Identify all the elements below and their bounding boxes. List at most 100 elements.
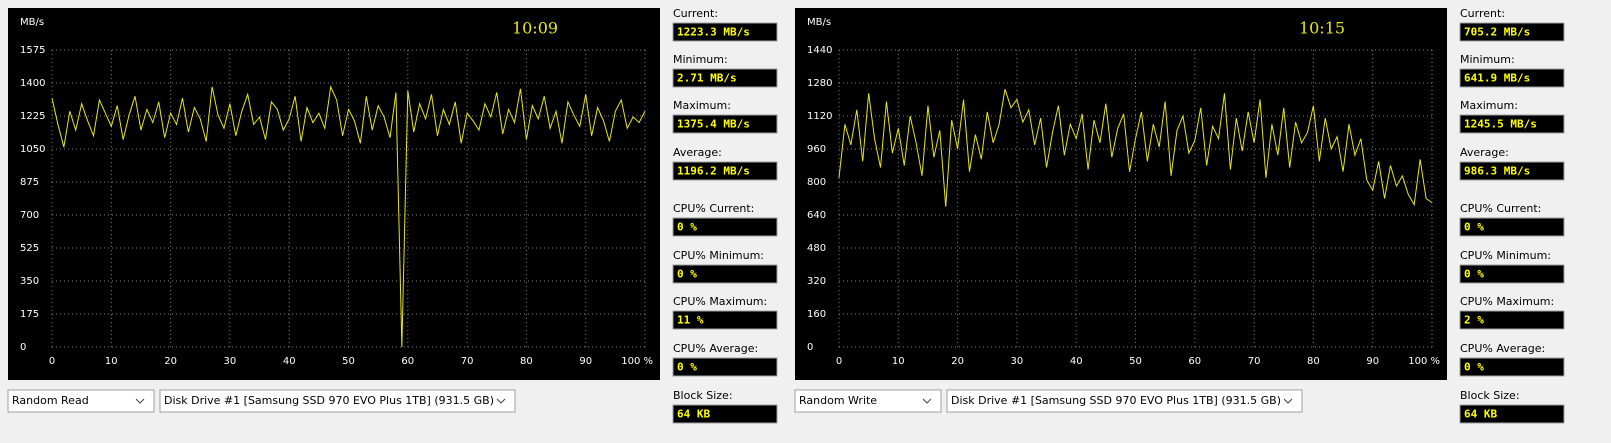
stat-box	[672, 22, 778, 42]
y-tick-label: 0	[807, 342, 813, 353]
drive-dropdown[interactable]	[946, 389, 1303, 413]
drive-dropdown-text: Disk Drive #1 [Samsung SSD 970 EVO Plus …	[164, 394, 494, 407]
x-tick-label: 40	[283, 356, 296, 367]
x-tick-label: 30	[224, 356, 237, 367]
y-axis-unit: MB/s	[807, 17, 831, 28]
stat-label: CPU% Minimum:	[673, 249, 764, 262]
time-annotation: 10:15	[1299, 19, 1345, 38]
drive-dropdown[interactable]	[159, 389, 516, 413]
stat-value: 64 KB	[677, 408, 710, 421]
test-dropdown-text: Random Read	[12, 394, 89, 407]
stat-label: Average:	[673, 146, 722, 159]
stat-value: 986.3 MB/s	[1464, 165, 1530, 178]
stat-box	[1459, 68, 1565, 88]
stat-label: Block Size:	[1460, 389, 1520, 402]
x-tick-label: 80	[1307, 356, 1320, 367]
dropdown-arrow	[922, 398, 932, 404]
stat-value: 0 %	[1464, 221, 1484, 234]
x-tick-label: 100 %	[621, 356, 653, 367]
x-tick-label: 70	[461, 356, 474, 367]
x-tick-label: 20	[951, 356, 964, 367]
y-tick-label: 0	[20, 342, 26, 353]
stat-label: Maximum:	[673, 99, 731, 112]
stat-value: 64 KB	[1464, 408, 1497, 421]
x-tick-label: 70	[1248, 356, 1261, 367]
y-tick-label: 700	[20, 210, 39, 221]
stat-label: CPU% Maximum:	[673, 295, 767, 308]
throughput-line	[838, 89, 1433, 207]
stat-value: 1375.4 MB/s	[677, 118, 750, 131]
stat-box	[672, 264, 778, 284]
y-tick-label: 640	[807, 210, 826, 221]
y-tick-label: 1120	[807, 111, 832, 122]
y-tick-label: 350	[20, 276, 39, 287]
y-tick-label: 1225	[20, 111, 45, 122]
stat-label: Maximum:	[1460, 99, 1518, 112]
y-tick-label: 160	[807, 309, 826, 320]
stat-label: CPU% Minimum:	[1460, 249, 1551, 262]
x-tick-label: 0	[836, 356, 842, 367]
y-axis-unit: MB/s	[20, 17, 44, 28]
stat-label: Minimum:	[1460, 53, 1515, 66]
y-tick-label: 1280	[807, 78, 832, 89]
stat-value: 705.2 MB/s	[1464, 26, 1530, 39]
stat-box	[672, 357, 778, 377]
stat-box	[1459, 264, 1565, 284]
x-tick-label: 60	[1188, 356, 1201, 367]
dropdown-arrow	[1283, 398, 1293, 404]
y-tick-label: 960	[807, 144, 826, 155]
stat-label: CPU% Current:	[1460, 202, 1541, 215]
dropdown-arrow	[496, 398, 506, 404]
stat-box	[672, 310, 778, 330]
stat-value: 2.71 MB/s	[677, 72, 737, 85]
stat-label: CPU% Average:	[673, 342, 758, 355]
x-tick-label: 50	[1129, 356, 1142, 367]
stat-value: 0 %	[677, 361, 697, 374]
stat-label: Current:	[1460, 7, 1505, 20]
x-tick-label: 100 %	[1408, 356, 1440, 367]
test-dropdown[interactable]	[794, 389, 942, 413]
stat-box	[672, 161, 778, 181]
stat-value: 1223.3 MB/s	[677, 26, 750, 39]
stat-label: Current:	[673, 7, 718, 20]
test-dropdown[interactable]	[7, 389, 155, 413]
y-tick-label: 320	[807, 276, 826, 287]
stat-value: 1245.5 MB/s	[1464, 118, 1537, 131]
stat-box	[672, 217, 778, 237]
x-tick-label: 90	[1366, 356, 1379, 367]
stat-value: 2 %	[1464, 314, 1484, 327]
stat-box	[1459, 114, 1565, 134]
dropdown-arrow	[135, 398, 145, 404]
throughput-line	[51, 84, 646, 348]
chart-background	[795, 8, 1447, 380]
stat-value: 0 %	[1464, 268, 1484, 281]
y-tick-label: 175	[20, 309, 39, 320]
stat-box	[672, 68, 778, 88]
stat-label: Block Size:	[673, 389, 733, 402]
stat-value: 0 %	[677, 221, 697, 234]
stat-value: 641.9 MB/s	[1464, 72, 1530, 85]
stat-label: CPU% Maximum:	[1460, 295, 1554, 308]
stat-box	[672, 114, 778, 134]
x-tick-label: 10	[892, 356, 905, 367]
x-tick-label: 0	[49, 356, 55, 367]
x-tick-label: 50	[342, 356, 355, 367]
stat-box	[1459, 22, 1565, 42]
stat-value: 0 %	[1464, 361, 1484, 374]
x-tick-label: 10	[105, 356, 118, 367]
stat-box	[1459, 161, 1565, 181]
stat-box	[1459, 217, 1565, 237]
x-tick-label: 90	[579, 356, 592, 367]
y-tick-label: 525	[20, 243, 39, 254]
stat-label: CPU% Average:	[1460, 342, 1545, 355]
stat-value: 0 %	[677, 268, 697, 281]
stat-value: 11 %	[677, 314, 704, 327]
x-tick-label: 80	[520, 356, 533, 367]
stat-label: CPU% Current:	[673, 202, 754, 215]
y-tick-label: 1575	[20, 45, 45, 56]
chart-background	[8, 8, 660, 380]
time-annotation: 10:09	[512, 19, 558, 38]
stat-box	[1459, 404, 1565, 424]
y-tick-label: 800	[807, 177, 826, 188]
